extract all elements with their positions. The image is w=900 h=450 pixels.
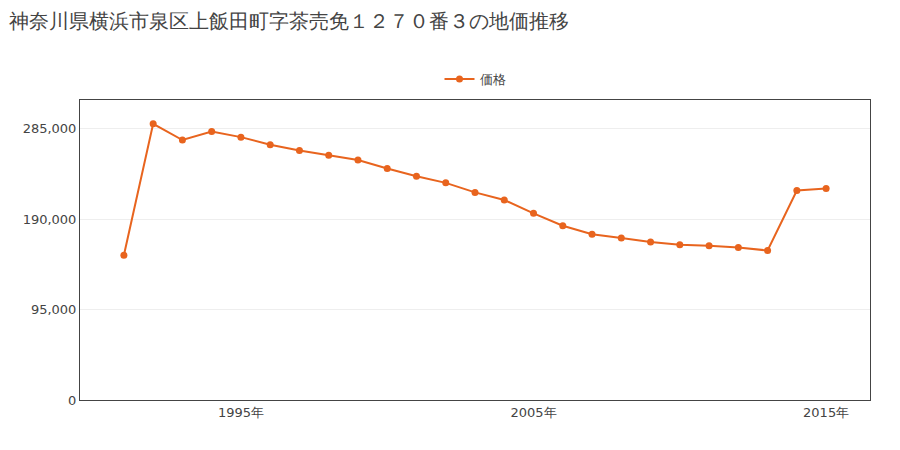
svg-text:神奈川県横浜市泉区上飯田町字茶売免１２７０番３の地価推移: 神奈川県横浜市泉区上飯田町字茶売免１２７０番３の地価推移 [9,9,569,33]
svg-text:2015年: 2015年 [803,405,849,420]
svg-text:2005年: 2005年 [510,405,556,420]
svg-text:1995年: 1995年 [218,405,264,420]
svg-text:190,000: 190,000 [23,212,77,227]
svg-text:95,000: 95,000 [31,302,77,317]
svg-text:価格: 価格 [480,72,506,87]
svg-text:0: 0 [68,393,76,408]
svg-text:285,000: 285,000 [23,121,77,136]
